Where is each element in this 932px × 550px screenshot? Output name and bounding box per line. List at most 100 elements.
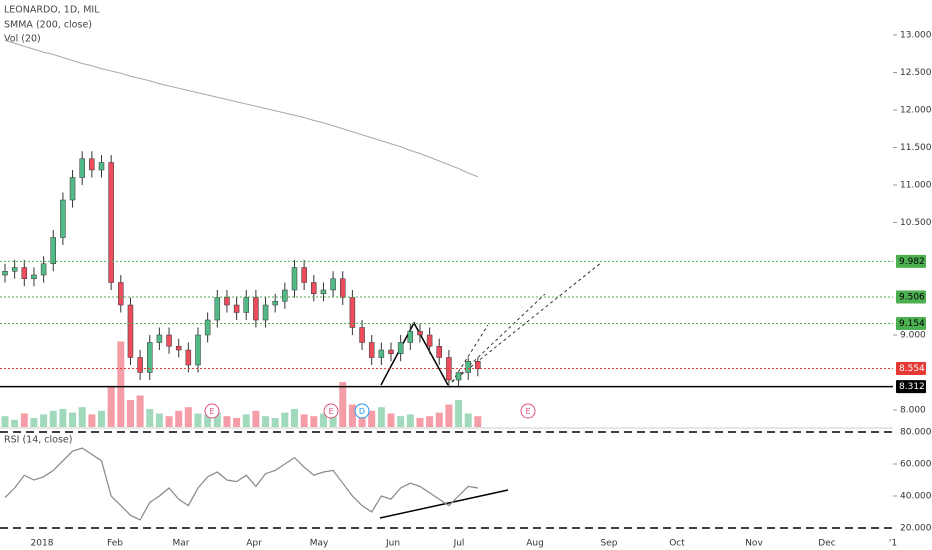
x-tick-label: '1	[889, 539, 897, 549]
y-tick-label: 9.000	[900, 331, 926, 341]
volume-bar	[146, 409, 154, 427]
volume-bar	[329, 410, 337, 427]
candle-body	[185, 349, 192, 366]
x-tick-label: Sep	[601, 539, 618, 549]
volume-bar	[319, 413, 327, 427]
volume-bar	[339, 382, 347, 427]
x-tick-label: Oct	[669, 539, 685, 549]
rsi-title: RSI (14, close)	[4, 435, 72, 446]
y-tick-label: 60.0000	[900, 460, 932, 470]
y-tick-label: 12.000	[900, 106, 932, 116]
volume-bar	[175, 410, 183, 427]
candle-body	[262, 304, 269, 321]
y-tick-label: 12.500	[900, 68, 932, 78]
x-tick-label: Jul	[453, 539, 465, 549]
y-tick-label: 11.000	[900, 181, 932, 191]
candle-body	[108, 162, 114, 283]
event-label: E	[209, 407, 214, 416]
level-label: 9.982	[899, 257, 925, 267]
y-tick-label: 80.0000	[900, 428, 932, 438]
level-label-box	[896, 290, 926, 304]
candle-body	[233, 304, 240, 313]
candle-body	[340, 278, 346, 298]
candle-body	[31, 274, 37, 279]
candle-body	[40, 263, 47, 276]
indicator-label: SMMA (200, close)	[4, 20, 92, 31]
candle-body	[137, 357, 143, 373]
y-tick-label: 10.500	[900, 218, 932, 228]
volume-bar	[194, 413, 202, 427]
y-tick-label: 13.000	[900, 31, 932, 41]
candle-body	[330, 278, 336, 291]
volume-bar	[348, 404, 356, 427]
volume-bar	[262, 416, 270, 427]
candle-body	[243, 297, 249, 313]
x-tick-label: Mar	[173, 539, 190, 549]
volume-bar	[377, 407, 385, 427]
volume-bar	[464, 413, 472, 427]
volume-bar	[184, 407, 192, 427]
volume-bar	[387, 413, 395, 427]
event-marker	[323, 403, 339, 419]
candle-body	[175, 346, 182, 351]
volume-bar	[165, 416, 173, 427]
x-tick-label: Jun	[385, 539, 400, 549]
candle-body	[397, 342, 404, 354]
candle-body	[378, 349, 385, 358]
candle-body	[311, 282, 317, 294]
volume-bar	[204, 414, 212, 427]
candle-body	[79, 158, 85, 178]
candle-body	[359, 327, 365, 343]
candle-body	[282, 289, 288, 302]
volume-bar	[233, 418, 241, 427]
volume-bar	[1, 416, 9, 427]
event-marker	[204, 403, 220, 419]
volume-bar	[300, 414, 308, 427]
volume-bar	[310, 416, 318, 427]
candle-body	[204, 319, 211, 336]
candle-body	[118, 282, 124, 306]
level-label: 9.154	[899, 319, 925, 329]
level-label: 9.506	[899, 293, 925, 303]
event-label: D	[359, 407, 365, 416]
event-marker	[520, 403, 536, 419]
level-label: 8.554	[899, 364, 925, 374]
level-label-box	[896, 361, 926, 375]
candle-body	[320, 289, 327, 294]
x-tick-label: Aug	[526, 539, 544, 549]
rsi-line	[4, 447, 478, 521]
volume-bar	[368, 410, 376, 427]
volume-bar	[474, 416, 482, 427]
candle-body	[89, 158, 95, 171]
volume-bar	[117, 341, 125, 427]
volume-bar	[30, 418, 38, 427]
level-label-box	[896, 316, 926, 330]
x-tick-label: May	[310, 539, 329, 549]
candle-body	[475, 361, 481, 369]
y-tick-label: 11.500	[900, 143, 932, 153]
x-tick-label: Apr	[246, 539, 262, 549]
x-tick-label: 2018	[31, 539, 54, 549]
candle-body	[436, 346, 442, 358]
volume-bar	[455, 400, 463, 427]
candle-body	[224, 297, 230, 306]
volume-bar	[49, 410, 57, 427]
volume-bar	[271, 418, 279, 427]
volume-bar	[11, 419, 19, 427]
candle-body	[195, 334, 201, 366]
volume-bar	[445, 404, 453, 427]
candle-body	[214, 297, 221, 321]
candle-body	[156, 334, 163, 343]
level-label: 8.312	[899, 382, 925, 392]
candle-body	[166, 334, 172, 347]
y-tick-label: 40.0000	[900, 492, 932, 502]
x-tick-label: Nov	[745, 539, 763, 549]
event-marker	[354, 403, 370, 419]
volume-bar	[416, 418, 424, 427]
volume-bar	[88, 414, 96, 427]
volume-bar	[155, 413, 163, 427]
candle-body	[253, 297, 259, 321]
candle-body	[417, 331, 423, 336]
volume-bar	[291, 409, 298, 427]
